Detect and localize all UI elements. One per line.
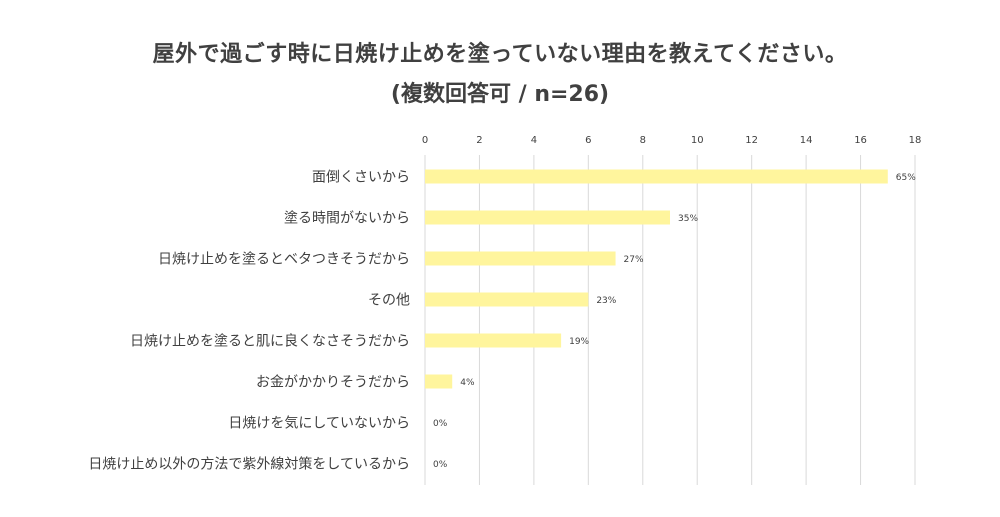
x-tick-label: 2 xyxy=(476,135,482,146)
category-label: 日焼け止めを塗ると肌に良くなさそうだから xyxy=(130,333,410,350)
x-tick-label: 10 xyxy=(691,135,704,146)
chart-subtitle: (複数回答可 / n=26) xyxy=(390,82,610,107)
bar-1 xyxy=(425,210,670,225)
bar-2 xyxy=(425,251,616,266)
bar-0 xyxy=(425,169,888,184)
category-label: 日焼けを気にしていないから xyxy=(228,416,410,432)
x-tick-label: 16 xyxy=(854,135,867,146)
category-label: 日焼け止め以外の方法で紫外線対策をしているから xyxy=(88,456,410,473)
category-label: 面倒くさいから xyxy=(312,170,410,186)
data-label: 0% xyxy=(433,460,448,470)
chart-title: 屋外で過ごす時に日焼け止めを塗っていない理由を教えてください。 xyxy=(152,42,848,67)
bar-3 xyxy=(425,292,589,307)
data-labels: 65% 35% 27% 23% 19% 4% 0% 0% xyxy=(433,173,916,470)
bars xyxy=(425,169,888,389)
data-label: 23% xyxy=(596,296,616,306)
x-tick-label: 12 xyxy=(745,135,758,146)
x-tick-label: 0 xyxy=(422,135,428,146)
x-tick-label: 4 xyxy=(531,135,537,146)
category-label: その他 xyxy=(368,293,410,309)
x-tick-label: 6 xyxy=(585,135,591,146)
x-tick-label: 18 xyxy=(909,135,922,146)
bar-5 xyxy=(425,374,453,389)
data-label: 0% xyxy=(433,419,448,429)
data-label: 35% xyxy=(678,214,698,224)
category-label: 日焼け止めを塗るとベタつきそうだから xyxy=(158,251,410,268)
x-tick-label: 14 xyxy=(800,135,813,146)
data-label: 65% xyxy=(896,173,916,183)
x-tick-label: 8 xyxy=(640,135,646,146)
gridlines xyxy=(424,155,916,485)
data-label: 4% xyxy=(460,378,475,388)
data-label: 27% xyxy=(624,255,644,265)
data-label: 19% xyxy=(569,337,589,347)
x-axis-ticks: 0 2 4 6 8 10 12 14 16 18 xyxy=(422,135,922,146)
category-labels: 面倒くさいから塗る時間がないから日焼け止めを塗るとベタつきそうだからその他日焼け… xyxy=(88,170,410,473)
category-label: お金がかかりそうだから xyxy=(256,375,410,391)
title-block: 屋外で過ごす時に日焼け止めを塗っていない理由を教えてください。 (複数回答可 /… xyxy=(0,40,1000,110)
bar-4 xyxy=(425,333,562,348)
category-label: 塗る時間がないから xyxy=(284,210,410,227)
